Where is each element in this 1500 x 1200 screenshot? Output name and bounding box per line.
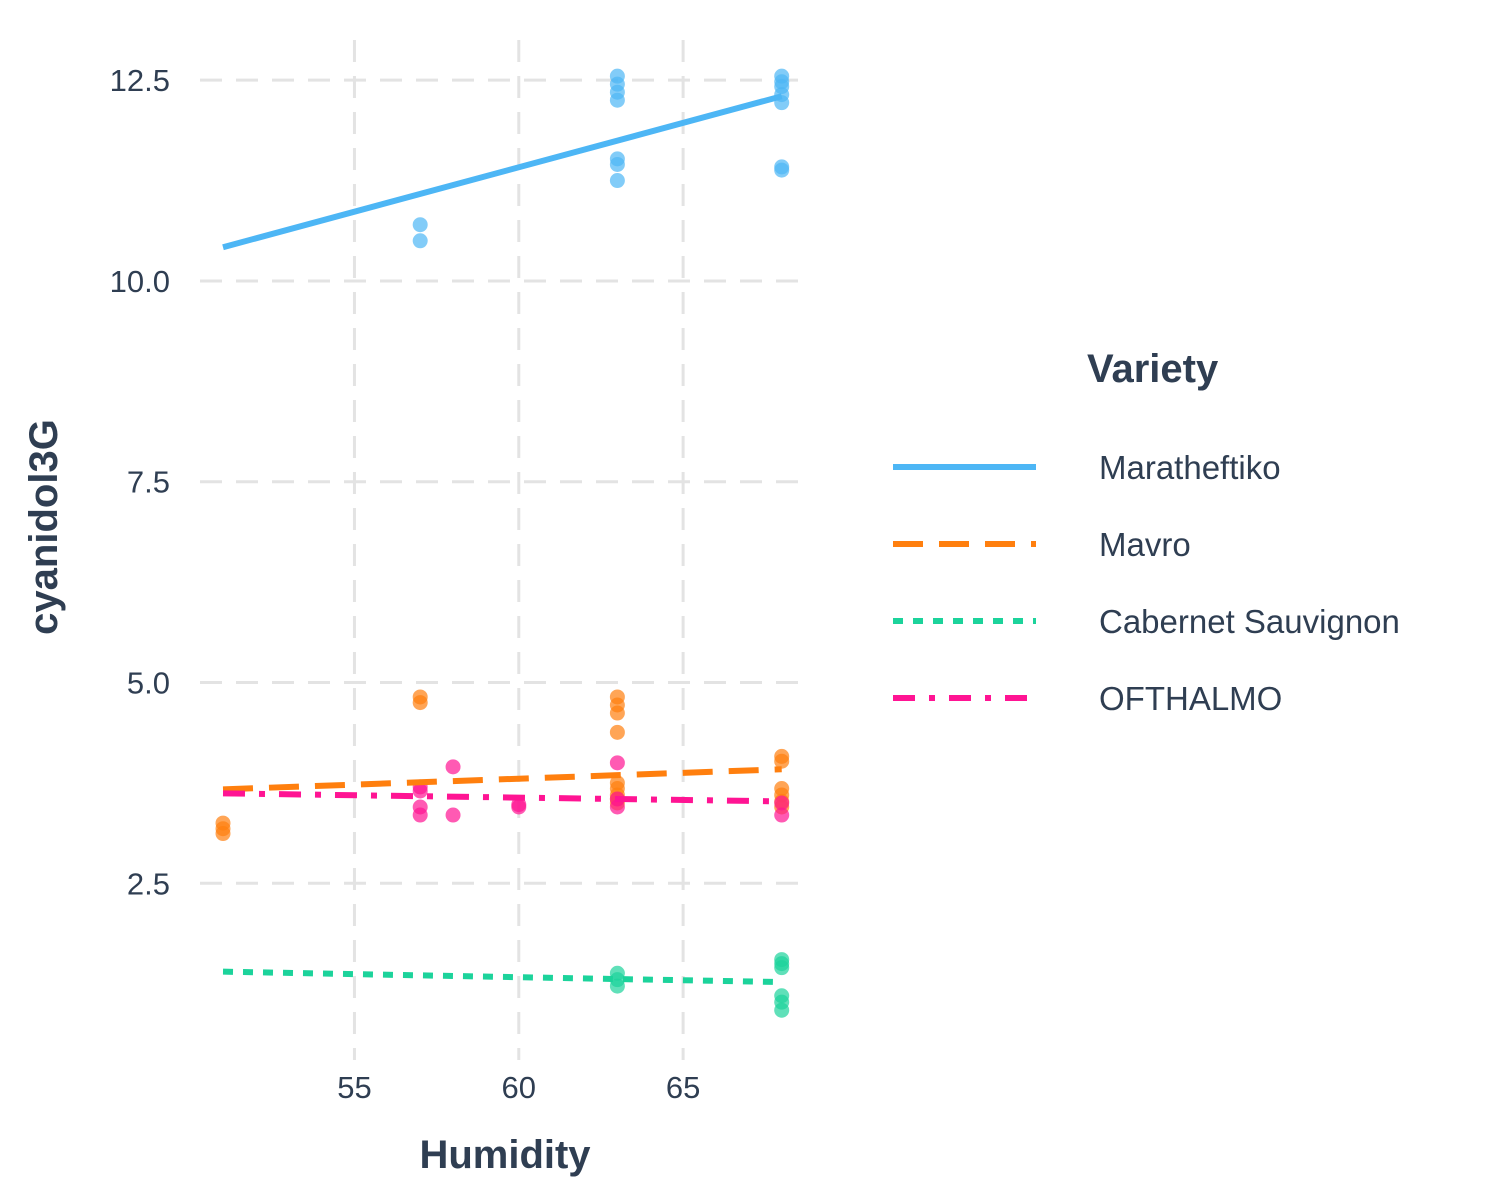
point-ofthalmo	[445, 807, 461, 823]
y-tick-label: 10.0	[110, 264, 170, 299]
point-mavro	[412, 695, 428, 711]
point-ofthalmo	[412, 807, 428, 823]
y-tick-label: 7.5	[127, 465, 170, 500]
fit-line-ofthalmo	[222, 790, 782, 805]
fit-lines	[222, 93, 783, 986]
legend-label-ofthalmo: OFTHALMO	[1099, 680, 1282, 717]
fit-line-maratheftiko	[222, 93, 783, 251]
tick-labels: 55 60 65 2.5 5.0 7.5 10.0 12.5	[110, 63, 701, 1105]
point-ofthalmo	[609, 799, 625, 815]
point-ofthalmo	[609, 755, 625, 771]
point-ofthalmo	[412, 783, 428, 799]
fit-line-cabernet-sauvignon	[222, 968, 782, 986]
point-mavro	[215, 826, 231, 842]
x-tick-label: 60	[502, 1070, 536, 1105]
point-maratheftiko	[412, 217, 428, 233]
legend: Variety Maratheftiko Mavro Cabernet Sauvig…	[893, 347, 1400, 717]
y-tick-label: 12.5	[110, 63, 170, 98]
x-axis-title: Humidity	[419, 1133, 591, 1177]
point-mavro	[609, 724, 625, 740]
point-ofthalmo	[774, 795, 790, 811]
point-cabernet-sauvignon	[774, 1002, 790, 1018]
data-points	[215, 68, 790, 1018]
point-maratheftiko	[774, 162, 790, 178]
point-maratheftiko	[609, 156, 625, 172]
point-cabernet-sauvignon	[774, 960, 790, 976]
point-cabernet-sauvignon	[609, 978, 625, 994]
point-maratheftiko	[412, 233, 428, 249]
fit-line-mavro	[222, 766, 782, 793]
point-ofthalmo	[774, 807, 790, 823]
y-axis-title: cyanidol3G	[22, 419, 66, 635]
legend-label-mavro: Mavro	[1099, 526, 1191, 563]
point-ofthalmo	[445, 759, 461, 775]
y-tick-label: 2.5	[127, 866, 170, 901]
x-tick-label: 65	[666, 1070, 700, 1105]
y-tick-label: 5.0	[127, 666, 170, 701]
point-mavro	[609, 705, 625, 721]
point-mavro	[774, 753, 790, 769]
x-tick-label: 55	[337, 1070, 371, 1105]
legend-title: Variety	[1087, 347, 1219, 391]
point-maratheftiko	[609, 173, 625, 189]
point-ofthalmo	[511, 799, 527, 815]
point-maratheftiko	[609, 92, 625, 108]
legend-label-maratheftiko: Maratheftiko	[1099, 449, 1281, 486]
grid	[200, 40, 808, 1060]
legend-label-cabernet-sauvignon: Cabernet Sauvignon	[1099, 603, 1400, 640]
